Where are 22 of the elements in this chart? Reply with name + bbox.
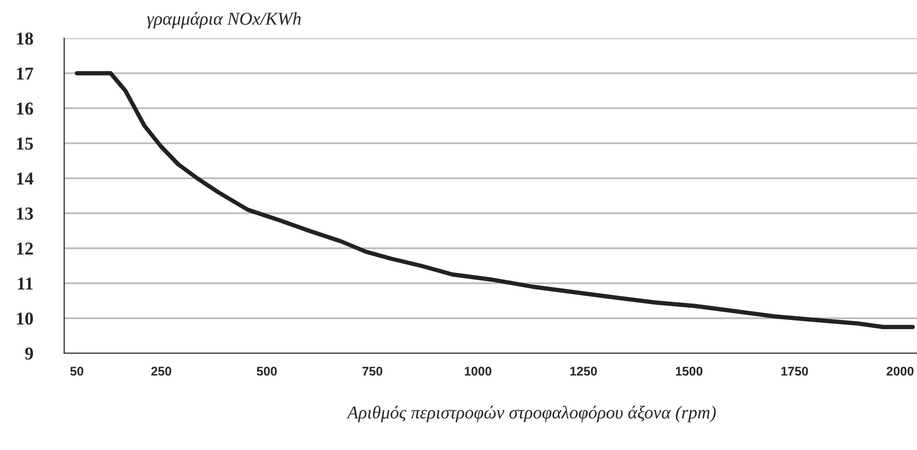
y-tick-label: 9	[25, 348, 33, 360]
y-tick-label: 18	[17, 32, 34, 45]
y-tick-label: 16	[17, 102, 34, 115]
x-tick-label: 50	[70, 366, 84, 376]
y-tick-label: 13	[17, 208, 34, 220]
x-tick-label: 1500	[676, 366, 702, 376]
x-tick-label: 1250	[570, 366, 597, 376]
y-tick-label: 15	[17, 138, 33, 150]
x-tick-label: 250	[151, 366, 172, 376]
y-tick-label: 12	[17, 242, 33, 255]
x-tick-label: 1750	[781, 366, 808, 376]
x-tick-label: 2000	[886, 366, 914, 376]
line-series	[74, 71, 915, 330]
y-axis-title: γραμμάρια NOx/KWh	[147, 12, 301, 29]
y-tick-label: 14	[17, 172, 34, 185]
y-tick-label: 10	[17, 312, 33, 325]
y-tick-label: 11	[18, 278, 33, 290]
x-axis-title: Αριθμός περιστροφών στροφαλοφόρου άξονα (rpm)	[346, 406, 716, 422]
x-tick-label: 1000	[464, 366, 492, 376]
x-tick-label: 750	[362, 366, 382, 376]
x-tick-label: 500	[256, 366, 277, 376]
y-tick-label: 17	[17, 68, 34, 80]
